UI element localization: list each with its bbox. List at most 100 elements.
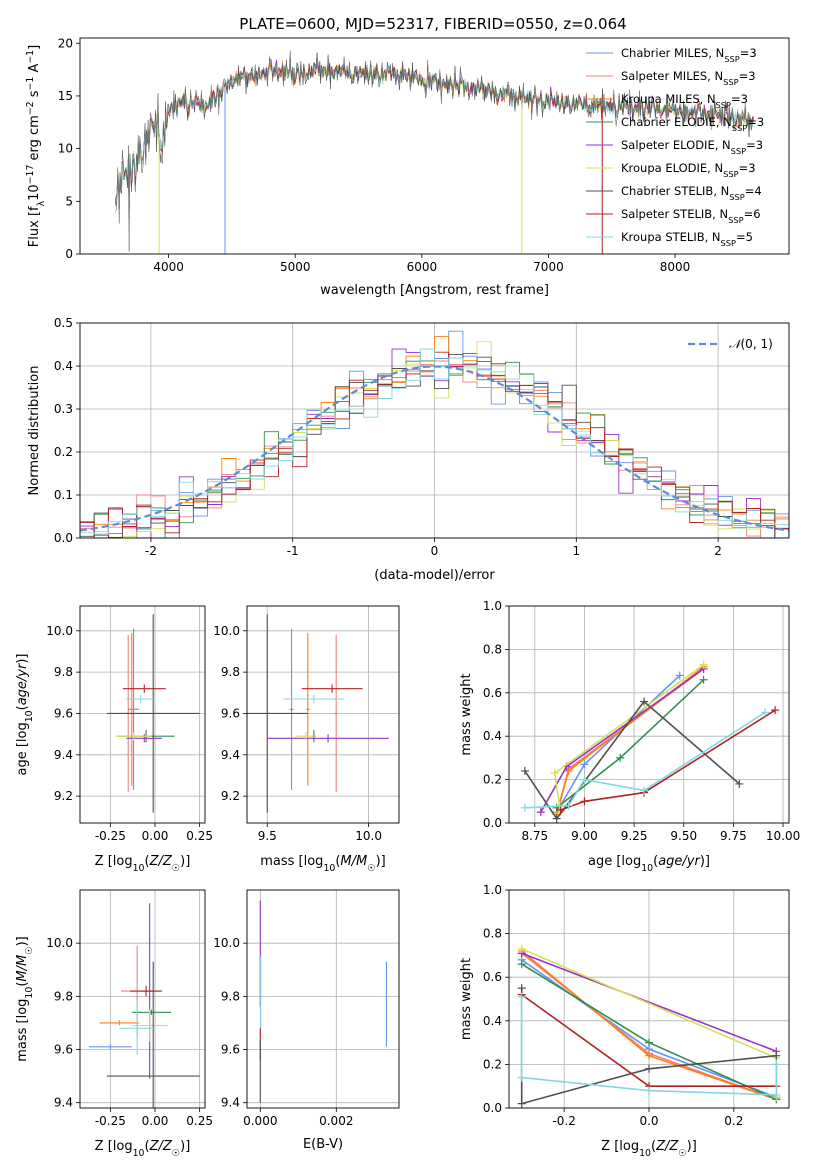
series-marker: [517, 944, 526, 953]
y-tick-label: 0.6: [483, 970, 502, 984]
legend-entry: Chabrier ELODIE, NSSP=3: [621, 115, 764, 133]
series-marker: [645, 1038, 653, 1047]
y-tick-label: 0.3: [54, 402, 73, 416]
series-marker: [675, 671, 684, 680]
series-line: [553, 663, 705, 813]
y-tick-label: 9.6: [221, 706, 240, 720]
axes-frame: [508, 605, 790, 824]
series-marker: [536, 808, 545, 817]
x-tick-label: 0.002: [319, 1114, 353, 1128]
spectrum-data-line: [115, 50, 754, 252]
y-tick-label: 0: [65, 247, 73, 261]
y-axis-label: Flux [fλ10−17 erg cm−2 s−1 A−1]: [25, 45, 47, 247]
series-marker: [580, 775, 589, 784]
axes-frame: [79, 37, 790, 255]
series-marker: [580, 797, 589, 806]
legend-entry: Salpeter STELIB, NSSP=6: [621, 207, 761, 225]
y-axis-label: mass [log10(M/M☉)]: [15, 936, 35, 1062]
series-marker: [771, 706, 780, 715]
axes-frame: [246, 605, 400, 824]
series-marker: [640, 697, 649, 706]
x-axis-label: wavelength [Angstrom, rest frame]: [320, 283, 549, 298]
series-marker: [517, 1099, 526, 1108]
x-tick-label: -0.2: [552, 1114, 575, 1128]
mass_vs_ebv-panel: 0.000 0.002 9.4 9.6 9.8 10.0 E(B-V): [213, 889, 400, 1152]
y-tick-label: 0.2: [483, 773, 502, 787]
y-tick-label: 9.6: [54, 1043, 73, 1057]
weight_vs_age-panel: 8.75 9.00 9.25 9.50 9.75 10.00 0.0 0.2 0.4 0.6 0.8…: [459, 599, 800, 874]
series-marker: [517, 992, 526, 1001]
legend-entry: Kroupa MILES, NSSP=3: [621, 92, 748, 110]
legend-entry: Salpeter MILES, NSSP=3: [621, 69, 756, 87]
series-marker: [735, 779, 744, 788]
x-tick-label: 9.00: [571, 829, 598, 843]
y-tick-label: 0.2: [483, 1057, 502, 1071]
y-tick-label: 0.5: [54, 316, 73, 330]
y-tick-label: 0.4: [483, 1014, 502, 1028]
series-marker: [550, 769, 559, 778]
series-marker: [645, 1064, 653, 1073]
y-tick-label: 10.0: [46, 624, 73, 638]
x-tick-label: 4000: [153, 260, 184, 274]
y-tick-label: 0.6: [483, 686, 502, 700]
x-tick-label: 9.50: [670, 829, 697, 843]
y-tick-label: 9.4: [221, 748, 240, 762]
x-tick-label: 0.25: [186, 829, 213, 843]
x-tick-label: 6000: [407, 260, 438, 274]
x-axis-label: age [log10(age/yr)]: [588, 854, 710, 874]
x-tick-label: 9.75: [720, 829, 747, 843]
histogram-step: [80, 348, 789, 538]
y-tick-label: 0.0: [54, 531, 73, 545]
y-tick-label: 0.8: [483, 927, 502, 941]
y-tick-label: 10: [58, 142, 73, 156]
y-tick-label: 9.6: [54, 706, 73, 720]
y-tick-label: 10.0: [213, 624, 240, 638]
series-marker: [520, 803, 529, 812]
y-axis-label: mass weight: [459, 958, 474, 1040]
series-marker: [552, 814, 561, 823]
x-tick-label: 0.00: [142, 1114, 169, 1128]
x-tick-label: 9.5: [258, 829, 277, 843]
legend: Chabrier MILES, NSSP=3 Salpeter MILES, NS…: [586, 46, 764, 248]
x-axis-label: Z [log10(Z/Z☉)]: [95, 854, 191, 874]
weight_vs_Z-panel: -0.2 0.0 0.2 0.0 0.2 0.4 0.6 0.8 1.0 Z [log10(Z/Z…: [459, 883, 790, 1159]
y-tick-label: 1.0: [483, 883, 502, 897]
x-tick-label: 8000: [660, 260, 691, 274]
x-tick-label: 0.00: [142, 829, 169, 843]
series-line: [560, 709, 776, 811]
axes-frame: [508, 889, 790, 1109]
x-tick-label: -0.25: [95, 829, 126, 843]
series-line: [540, 668, 705, 813]
x-tick-label: 10.00: [766, 829, 800, 843]
y-tick-label: 9.4: [54, 748, 73, 762]
axes-frame: [79, 322, 790, 539]
x-tick-label: -2: [145, 544, 157, 558]
x-tick-label: 0.25: [186, 1114, 213, 1128]
mass_vs_Z-panel: -0.25 0.00 0.25 9.4 9.6 9.8 10.0 Z [log10(Z/Z☉)…: [15, 889, 213, 1159]
series-marker: [772, 1051, 781, 1060]
residuals-panel: -2 -1 0 1 2 0.0 0.1 0.2 0.3 0.4 0.5 (data-model)/er…: [27, 316, 790, 583]
legend-entry: Kroupa ELODIE, NSSP=3: [621, 161, 756, 179]
series-marker: [616, 753, 625, 762]
series-marker: [580, 760, 589, 769]
x-tick-label: 0: [431, 544, 439, 558]
y-tick-label: 9.2: [54, 789, 73, 803]
x-axis-label: (data-model)/error: [374, 568, 495, 583]
y-tick-label: 0.2: [54, 445, 73, 459]
x-tick-label: 5000: [280, 260, 311, 274]
y-tick-label: 9.4: [221, 1096, 240, 1110]
x-tick-label: 0.2: [724, 1114, 743, 1128]
series-marker: [520, 766, 529, 775]
x-tick-label: 1: [572, 544, 580, 558]
legend-entry: 𝒩(0, 1): [729, 337, 773, 351]
y-axis-label: mass weight: [459, 673, 474, 755]
y-tick-label: 15: [58, 89, 73, 103]
x-tick-label: 0.000: [243, 1114, 277, 1128]
y-tick-label: 9.8: [54, 989, 73, 1003]
x-axis-label: mass [log10(M/M☉)]: [260, 854, 386, 874]
series-marker: [761, 708, 770, 717]
series-line: [555, 668, 705, 815]
series-marker: [564, 766, 573, 775]
x-axis-label: Z [log10(Z/Z☉)]: [95, 1139, 191, 1159]
y-tick-label: 9.2: [221, 789, 240, 803]
